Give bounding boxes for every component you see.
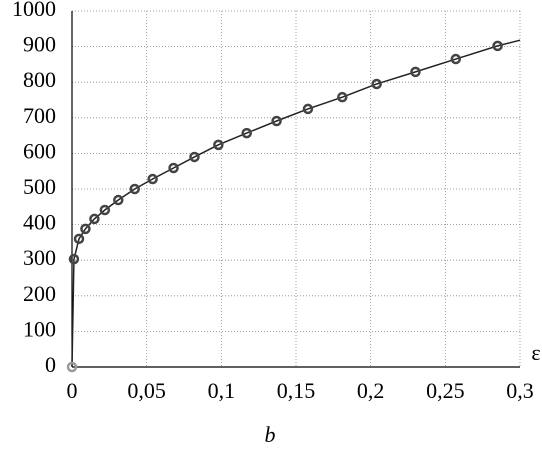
- marker: [73, 233, 85, 245]
- y-tick-label: 900: [23, 32, 56, 57]
- x-tick-label: 0,3: [506, 378, 534, 403]
- marker: [337, 91, 348, 103]
- y-tick-label: 200: [23, 281, 56, 306]
- marker: [410, 66, 421, 78]
- x-tick-label: 0,15: [277, 378, 316, 403]
- marker: [147, 173, 158, 185]
- marker: [450, 53, 462, 65]
- y-tick-label: 700: [23, 103, 56, 128]
- y-tick-label: 400: [23, 210, 56, 235]
- marker: [89, 213, 100, 225]
- marker: [241, 127, 252, 139]
- marker: [80, 223, 91, 235]
- marker: [213, 139, 224, 151]
- marker: [66, 361, 78, 373]
- marker: [99, 204, 111, 216]
- y-tick-label: 600: [23, 138, 56, 163]
- y-tick-label: 500: [23, 174, 56, 199]
- marker: [271, 115, 282, 127]
- marker: [68, 253, 80, 265]
- marker: [492, 40, 503, 52]
- marker: [371, 78, 382, 90]
- y-tick-label: 800: [23, 67, 56, 92]
- x-axis-label: ε: [531, 340, 540, 365]
- x-tick-label: 0,05: [127, 378, 166, 403]
- marker: [113, 194, 124, 206]
- x-tick-label: 0,25: [426, 378, 465, 403]
- x-tick-label: 0,2: [357, 378, 385, 403]
- marker: [302, 103, 314, 115]
- marker: [168, 162, 179, 174]
- y-tick-label: 100: [23, 316, 56, 341]
- y-tick-label: 300: [23, 245, 56, 270]
- x-tick-label: 0,1: [208, 378, 236, 403]
- y-tick-label: 0: [45, 352, 56, 377]
- marker: [129, 183, 140, 195]
- y-tick-label: 1000: [12, 0, 56, 21]
- marker: [189, 151, 200, 163]
- chart-subtitle: b: [265, 422, 276, 447]
- x-tick-label: 0: [67, 378, 78, 403]
